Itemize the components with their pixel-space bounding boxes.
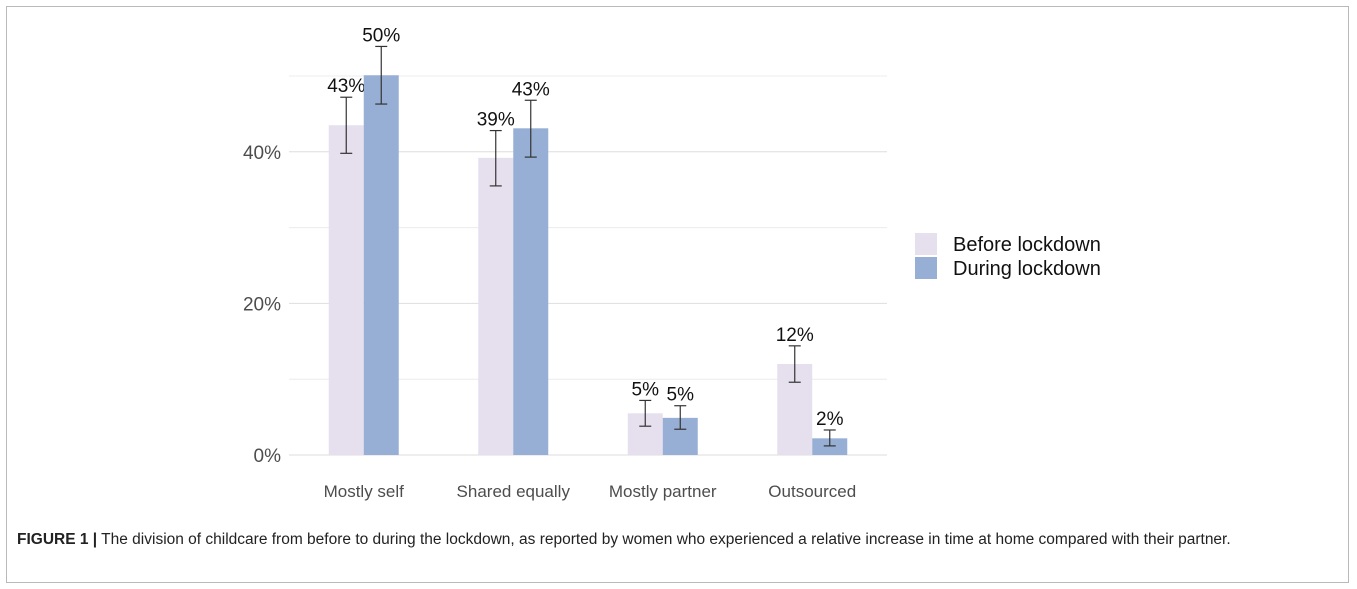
data-label: 50% xyxy=(362,25,400,46)
y-tick-label: 0% xyxy=(254,446,282,467)
figure-caption: FIGURE 1 | The division of childcare fro… xyxy=(17,528,1347,551)
bar xyxy=(363,75,399,455)
data-label: 2% xyxy=(816,409,844,430)
bar xyxy=(328,125,364,456)
legend-swatch xyxy=(915,233,937,255)
bar-chart: 0% 20% 40% 43% 50% Mostly self 39% 43% Shared eq… xyxy=(243,25,1101,501)
bar xyxy=(812,438,848,455)
legend-swatch xyxy=(915,257,937,279)
data-label: 43% xyxy=(512,79,550,100)
figure-label: FIGURE 1 | xyxy=(17,531,98,548)
caption-text: The division of childcare from before to… xyxy=(97,531,1231,548)
data-label: 39% xyxy=(477,110,515,131)
x-tick-label: Mostly self xyxy=(324,482,405,501)
bar xyxy=(478,157,514,455)
figure-frame: 0% 20% 40% 43% 50% Mostly self 39% 43% Shared eq… xyxy=(6,6,1349,583)
x-tick-label: Mostly partner xyxy=(609,482,717,501)
data-label: 5% xyxy=(667,385,695,406)
legend-label: Before lockdown xyxy=(953,234,1101,256)
x-tick-label: Shared equally xyxy=(457,482,571,501)
x-tick-label: Outsourced xyxy=(768,482,856,501)
bar xyxy=(513,128,549,455)
data-label: 12% xyxy=(776,325,814,346)
y-tick-label: 20% xyxy=(243,294,281,315)
legend-label: During lockdown xyxy=(953,258,1101,280)
data-label: 43% xyxy=(327,76,365,97)
data-label: 5% xyxy=(632,379,660,400)
y-tick-label: 40% xyxy=(243,143,281,164)
